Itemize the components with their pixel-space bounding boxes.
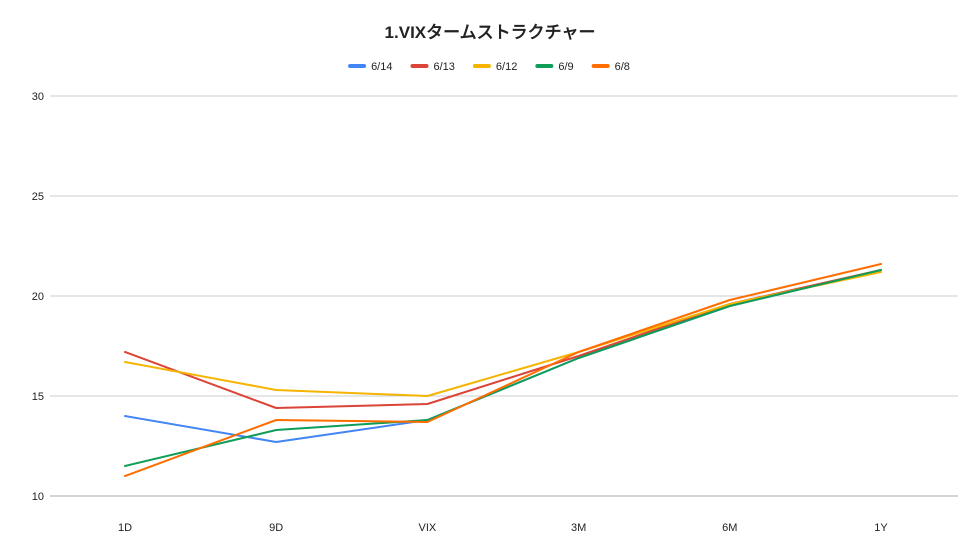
legend: 6/14 6/13 6/12 6/9 6/8 <box>348 61 630 73</box>
legend-item: 6/9 <box>535 61 574 73</box>
x-tick-label: 1Y <box>874 522 888 534</box>
x-tick-label: 9D <box>269 522 283 534</box>
y-tick-label: 20 <box>32 291 44 303</box>
y-tick-label: 30 <box>32 91 44 103</box>
series-lines <box>124 263 882 477</box>
legend-item: 6/14 <box>348 61 392 73</box>
y-tick-label: 25 <box>32 191 44 203</box>
y-tick-label: 15 <box>32 391 44 403</box>
legend-item: 6/13 <box>410 61 455 73</box>
legend-item: 6/12 <box>472 61 517 73</box>
legend-label: 6/13 <box>433 61 454 73</box>
y-axis-ticks: 10 15 20 25 30 <box>32 91 44 503</box>
legend-label: 6/8 <box>615 61 630 73</box>
series-line-6-12 <box>124 271 882 397</box>
series-line-6-9 <box>124 269 882 467</box>
x-tick-label: 3M <box>571 522 586 534</box>
series-line-6-8 <box>124 263 882 477</box>
x-tick-label: VIX <box>419 522 437 534</box>
legend-label: 6/14 <box>371 61 392 73</box>
x-axis-ticks: 1D 9D VIX 3M 6M 1Y <box>118 522 888 534</box>
x-tick-label: 6M <box>722 522 737 534</box>
gridlines <box>50 95 958 497</box>
y-tick-label: 10 <box>32 491 44 503</box>
x-tick-label: 1D <box>118 522 132 534</box>
legend-label: 6/12 <box>496 61 517 73</box>
legend-item: 6/8 <box>591 61 630 73</box>
legend-label: 6/9 <box>558 61 573 73</box>
chart-title: 1.VIXタームストラクチャー <box>385 23 596 42</box>
